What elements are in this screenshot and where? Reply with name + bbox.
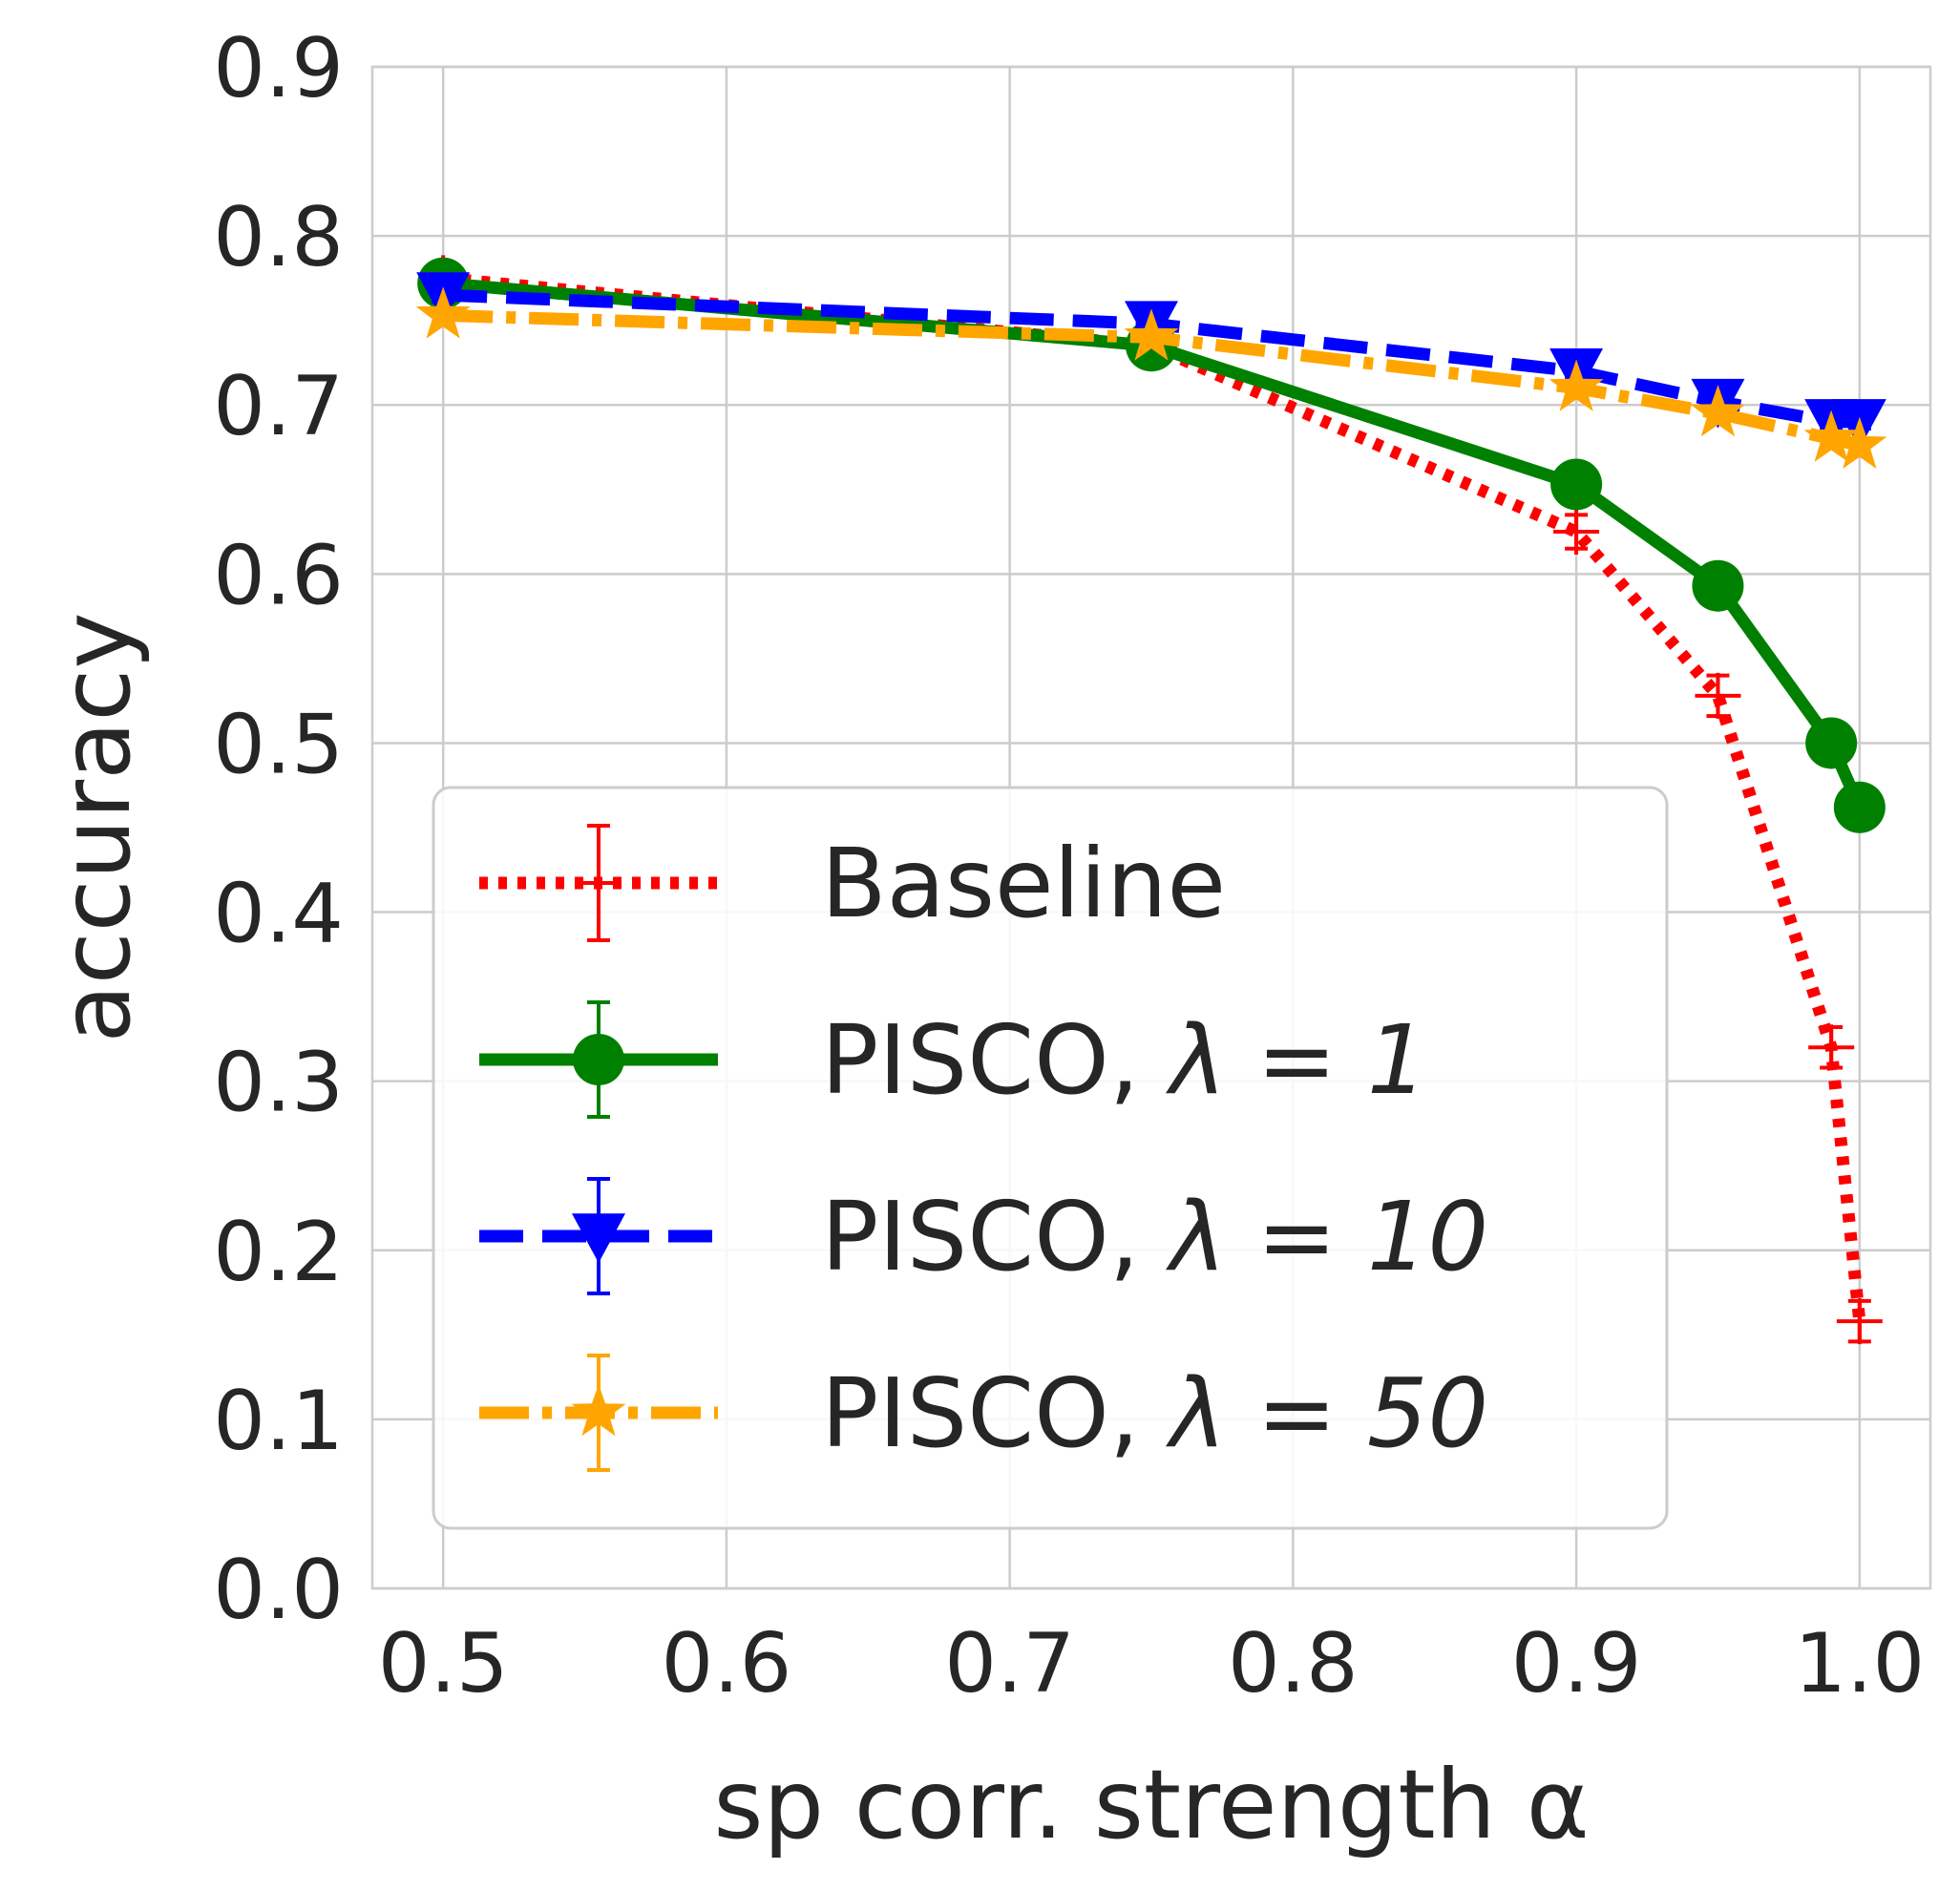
y-tick-label: 0.5 <box>213 697 344 792</box>
legend-entry-0-marker <box>576 860 622 906</box>
series-0-point <box>1808 1024 1855 1071</box>
series-3-point <box>1690 385 1745 437</box>
y-tick-label: 0.3 <box>213 1036 344 1131</box>
series-3-point <box>1832 416 1887 469</box>
series-3-point <box>1124 308 1179 361</box>
series-0-point <box>1695 672 1741 719</box>
series-3-point <box>415 286 471 339</box>
x-tick-label: 0.7 <box>944 1616 1075 1712</box>
legend-entry-1-label: PISCO, λ = 1 <box>821 1004 1428 1116</box>
legend-entry-2: PISCO, λ = 10 <box>479 1177 1488 1295</box>
series-1-point <box>1550 458 1603 511</box>
series-1-point <box>1805 717 1858 769</box>
x-tick-label: 1.0 <box>1794 1616 1925 1712</box>
series-1 <box>417 257 1886 833</box>
y-tick-label: 0.9 <box>213 21 344 116</box>
legend-entry-1: PISCO, λ = 1 <box>479 1000 1428 1119</box>
x-axis-label: sp corr. strength α <box>713 1749 1589 1860</box>
x-tick-label: 0.6 <box>662 1616 792 1712</box>
y-tick-label: 0.4 <box>213 867 344 962</box>
y-tick-label: 0.0 <box>213 1543 344 1638</box>
series-3-point <box>1803 410 1859 462</box>
y-tick-label: 0.8 <box>213 190 344 285</box>
x-tick-label: 0.5 <box>378 1616 509 1712</box>
series-0-point <box>1553 509 1600 556</box>
x-tick-label: 0.8 <box>1228 1616 1359 1712</box>
legend-entry-2-label-lambda: λ = 10 <box>1165 1181 1488 1292</box>
legend-entry-2-label-text: PISCO, <box>821 1181 1170 1292</box>
y-tick-label: 0.2 <box>213 1205 344 1300</box>
plot-frame <box>370 65 1932 1590</box>
legend-frame <box>432 786 1669 1530</box>
legend-entry-3-marker <box>571 1384 626 1437</box>
series-layer <box>415 255 1887 1345</box>
y-tick-label: 0.7 <box>213 359 344 454</box>
legend-entry-1-marker <box>573 1034 624 1085</box>
legend-entry-2-label: PISCO, λ = 10 <box>821 1181 1488 1292</box>
y-tick-label: 0.1 <box>213 1374 344 1469</box>
legend-entry-0-label: Baseline <box>821 828 1226 939</box>
legend-entry-1-label-text: PISCO, <box>821 1004 1170 1116</box>
legend-entry-3-label: PISCO, λ = 50 <box>821 1357 1488 1469</box>
series-0-point <box>1836 1298 1883 1345</box>
legend-entry-3: PISCO, λ = 50 <box>479 1354 1488 1472</box>
legend-entry-1-label-lambda: λ = 1 <box>1165 1004 1427 1116</box>
y-tick-label: 0.6 <box>213 528 344 623</box>
legend-entry-3-label-text: PISCO, <box>821 1357 1170 1469</box>
series-1-point <box>1692 559 1744 612</box>
series-1-point <box>1833 781 1886 833</box>
legend-entry-3-label-lambda: λ = 50 <box>1165 1357 1488 1469</box>
y-axis-label: accuracy <box>40 612 152 1042</box>
legend-entry-2-marker <box>572 1213 625 1263</box>
series-3-point <box>1549 359 1604 411</box>
legend-entry-0-label-text: Baseline <box>821 828 1226 939</box>
legend-entry-0: Baseline <box>479 824 1226 942</box>
series-3 <box>415 286 1887 469</box>
tick-labels: 0.5 0.6 0.7 0.8 0.9 1.0 0.0 0.1 0.2 0.3 0.4 0.5 0.6 0… <box>213 21 1925 1712</box>
x-tick-label: 0.9 <box>1511 1616 1642 1712</box>
